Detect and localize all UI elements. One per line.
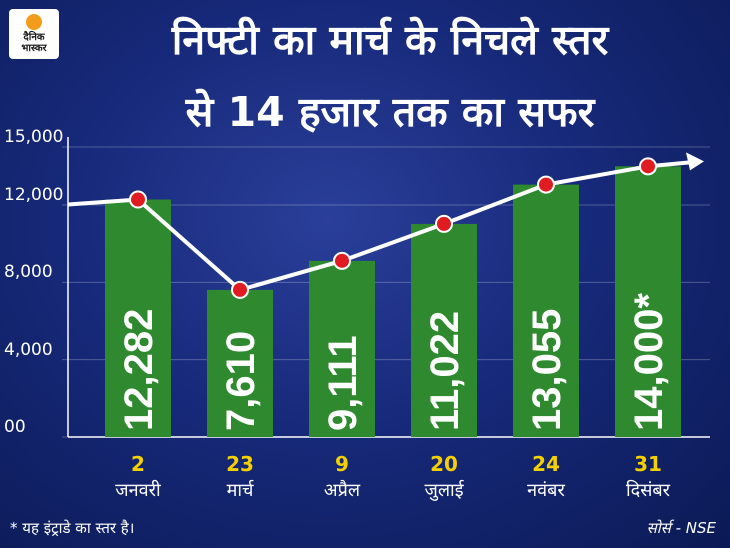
brand-line2: भास्कर	[21, 43, 47, 54]
x-label-month: नवंबर	[527, 480, 565, 501]
bar-value-label: 12,282	[117, 309, 161, 431]
bar-value-label: 13,055	[525, 309, 569, 431]
y-tick-label: 8,000	[4, 262, 53, 283]
trend-line	[67, 159, 701, 292]
x-label-month: दिसंबर	[625, 480, 671, 501]
x-label-month: मार्च	[226, 480, 254, 501]
y-tick-label: 4,000	[4, 339, 53, 360]
bar	[207, 289, 273, 437]
data-point-marker	[435, 214, 453, 233]
chart-title-line2: से 14 हजार तक का सफर	[185, 88, 595, 136]
bar-value-label: 7,610	[219, 331, 263, 431]
bar	[513, 184, 579, 437]
chart-title-line1: निफ्टी का मार्च के निचले स्तर	[171, 16, 609, 64]
footnote: * यह इंट्राडे का स्तर है।	[10, 519, 135, 537]
x-label-month: जुलाई	[424, 480, 464, 501]
sun-icon	[26, 14, 42, 30]
bar-value-label: 11,022	[423, 311, 467, 431]
x-label-date: 9	[335, 452, 349, 476]
bar-value-label: 9,111	[321, 335, 365, 431]
data-point-marker	[129, 190, 147, 209]
bar	[309, 260, 375, 437]
x-label-month: जनवरी	[115, 480, 161, 501]
data-point-marker	[333, 251, 351, 270]
data-point-marker	[537, 175, 555, 194]
data-point-marker	[639, 157, 657, 176]
x-label-date: 20	[430, 452, 458, 476]
x-label-month: अप्रैल	[323, 480, 361, 501]
arrow-head	[686, 152, 704, 171]
source-note: सोर्स - NSE	[646, 519, 716, 537]
y-tick-label: 12,000	[4, 185, 64, 205]
y-tick-label: 15,000	[4, 127, 64, 147]
bar	[411, 223, 477, 437]
x-label-date: 31	[634, 452, 662, 476]
bar	[105, 199, 171, 437]
brand-logo: दैनिक भास्कर	[9, 9, 59, 59]
bar	[615, 166, 681, 438]
brand-line1: दैनिक	[23, 32, 45, 43]
data-point-marker	[231, 280, 249, 299]
x-label-date: 24	[532, 452, 560, 476]
x-label-date: 2	[131, 452, 145, 476]
bar-value-label: 14,000*	[627, 293, 671, 431]
y-tick-label: 00	[4, 417, 26, 437]
x-label-date: 23	[226, 452, 254, 476]
